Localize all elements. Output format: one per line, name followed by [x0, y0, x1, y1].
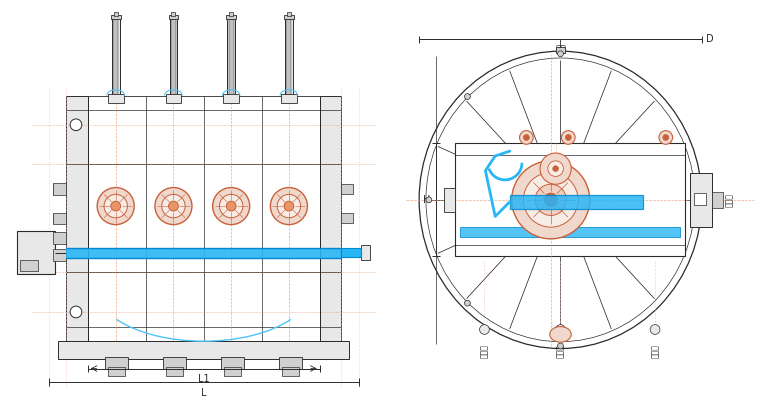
Bar: [108, 367, 126, 376]
Text: 出料口: 出料口: [651, 344, 659, 358]
Circle shape: [213, 187, 250, 224]
Circle shape: [540, 153, 571, 184]
Bar: [111, 15, 120, 20]
Circle shape: [557, 51, 564, 57]
Circle shape: [520, 131, 534, 144]
Bar: [52, 183, 66, 195]
Bar: [88, 96, 320, 341]
Bar: [18, 231, 55, 274]
Circle shape: [480, 325, 490, 334]
Bar: [224, 367, 241, 376]
Circle shape: [544, 193, 557, 207]
Circle shape: [278, 194, 301, 218]
Circle shape: [426, 197, 432, 203]
Bar: [55, 250, 66, 256]
Bar: [279, 357, 302, 369]
Bar: [59, 341, 349, 359]
Bar: [361, 245, 370, 259]
Circle shape: [557, 343, 564, 349]
Circle shape: [155, 187, 192, 224]
Circle shape: [512, 161, 590, 239]
Bar: [66, 248, 341, 258]
Circle shape: [111, 201, 120, 211]
Bar: [443, 188, 455, 212]
Bar: [690, 173, 712, 227]
Text: L: L: [201, 388, 207, 398]
Circle shape: [284, 201, 294, 211]
Text: 洗涤口: 洗涤口: [556, 344, 565, 358]
Bar: [169, 15, 178, 20]
Bar: [114, 12, 118, 16]
Ellipse shape: [550, 327, 571, 342]
Bar: [166, 94, 181, 103]
Bar: [108, 94, 123, 103]
Bar: [282, 367, 299, 376]
Bar: [460, 227, 680, 237]
Bar: [163, 357, 187, 369]
Circle shape: [650, 325, 660, 334]
Bar: [105, 357, 129, 369]
Bar: [320, 96, 341, 341]
Bar: [171, 12, 175, 16]
Bar: [20, 259, 38, 271]
Bar: [170, 16, 177, 96]
Circle shape: [227, 201, 236, 211]
Bar: [341, 213, 353, 223]
Bar: [341, 248, 361, 257]
Circle shape: [70, 306, 82, 318]
Bar: [287, 12, 291, 16]
Bar: [112, 16, 120, 96]
Bar: [171, 20, 176, 96]
Circle shape: [565, 135, 571, 140]
Text: H: H: [423, 195, 431, 205]
Bar: [113, 20, 118, 96]
Bar: [66, 96, 88, 341]
Bar: [556, 47, 565, 53]
Circle shape: [220, 194, 243, 218]
Text: 進料口: 進料口: [480, 344, 489, 358]
Bar: [221, 357, 244, 369]
Bar: [166, 367, 183, 376]
Circle shape: [464, 94, 470, 100]
Bar: [229, 20, 234, 96]
Text: D: D: [705, 35, 713, 45]
Circle shape: [561, 131, 575, 144]
Bar: [712, 192, 723, 208]
Circle shape: [524, 173, 578, 227]
Circle shape: [535, 184, 567, 215]
Text: 超向: 超向: [555, 45, 566, 55]
Bar: [52, 213, 66, 224]
Circle shape: [556, 325, 565, 334]
Circle shape: [659, 131, 672, 144]
Circle shape: [553, 166, 558, 172]
Text: 入料口: 入料口: [725, 193, 734, 207]
Bar: [281, 94, 297, 103]
Circle shape: [169, 201, 178, 211]
Circle shape: [97, 187, 134, 224]
Bar: [227, 15, 236, 20]
Circle shape: [548, 161, 564, 176]
Circle shape: [271, 187, 308, 224]
Bar: [284, 15, 294, 20]
Bar: [52, 250, 66, 261]
Circle shape: [162, 194, 185, 218]
Bar: [285, 16, 293, 96]
Bar: [455, 143, 685, 256]
Circle shape: [464, 300, 470, 306]
Bar: [341, 184, 353, 194]
Circle shape: [70, 119, 82, 131]
Bar: [224, 94, 239, 103]
Bar: [694, 193, 705, 205]
Circle shape: [104, 194, 127, 218]
Bar: [52, 232, 66, 244]
Text: L1: L1: [198, 375, 210, 384]
Bar: [227, 16, 235, 96]
Bar: [287, 20, 291, 96]
Circle shape: [663, 135, 668, 140]
Bar: [229, 12, 233, 16]
Circle shape: [524, 135, 530, 140]
Bar: [510, 195, 643, 209]
